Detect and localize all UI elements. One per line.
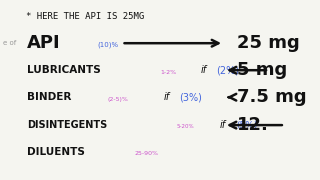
Text: (5%): (5%) xyxy=(236,121,257,130)
Text: if: if xyxy=(220,120,226,130)
Text: BINDER: BINDER xyxy=(27,92,72,102)
Text: 12.: 12. xyxy=(237,116,269,134)
Text: DILUENTS: DILUENTS xyxy=(27,147,85,157)
Text: (3%): (3%) xyxy=(180,92,202,102)
Text: 25 mg: 25 mg xyxy=(237,34,300,52)
Text: API: API xyxy=(27,34,61,52)
Text: 25-90%: 25-90% xyxy=(134,151,158,156)
Text: e of: e of xyxy=(3,40,16,46)
Text: 1-2%: 1-2% xyxy=(161,69,177,75)
Text: 7.5 mg: 7.5 mg xyxy=(237,88,307,106)
Text: if: if xyxy=(164,92,170,102)
Text: (2%): (2%) xyxy=(216,65,239,75)
Text: (2-5)%: (2-5)% xyxy=(108,96,129,102)
Text: * HERE THE API IS 25MG: * HERE THE API IS 25MG xyxy=(26,12,144,21)
Text: 5-20%: 5-20% xyxy=(177,124,194,129)
Text: (10)%: (10)% xyxy=(97,42,119,48)
Text: 5 mg: 5 mg xyxy=(237,61,287,79)
Text: if: if xyxy=(200,65,207,75)
Text: LUBRICANTS: LUBRICANTS xyxy=(27,65,101,75)
Text: DISINTEGENTS: DISINTEGENTS xyxy=(27,120,108,130)
